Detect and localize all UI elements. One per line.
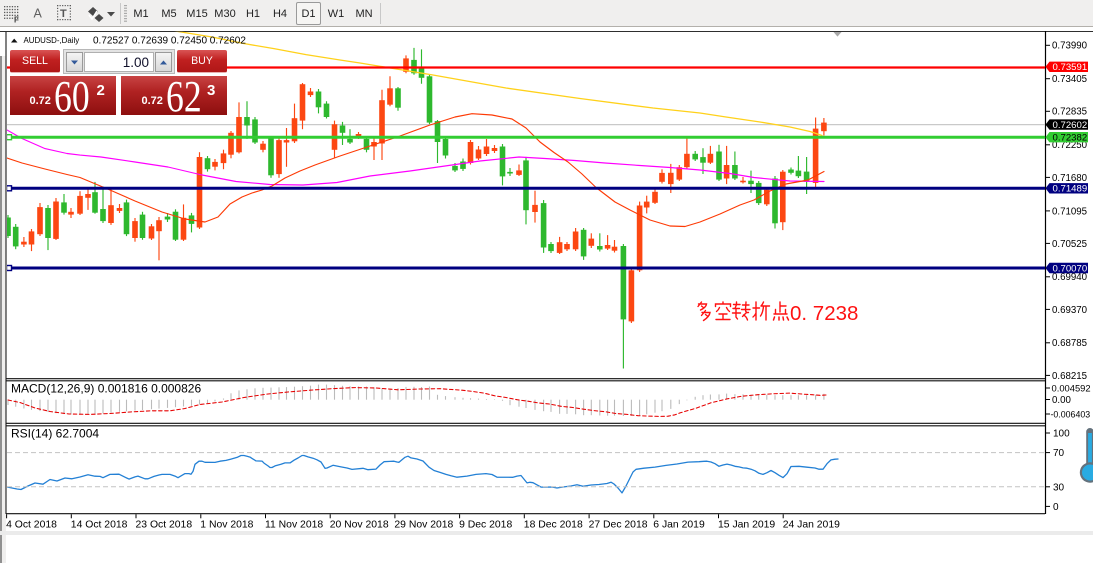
svg-text:0.73990: 0.73990 [1052,41,1088,52]
svg-text:9 Dec 2018: 9 Dec 2018 [459,520,512,531]
svg-text:0.69940: 0.69940 [1052,272,1088,283]
svg-text:20 Nov 2018: 20 Nov 2018 [330,520,389,531]
svg-text:0.72382: 0.72382 [1053,133,1088,144]
svg-text:30: 30 [1053,482,1065,493]
svg-text:0.72250: 0.72250 [1052,140,1088,151]
svg-text:24 Jan 2019: 24 Jan 2019 [783,520,840,531]
svg-text:14 Oct 2018: 14 Oct 2018 [71,520,128,531]
svg-text:MACD(12,26,9) 0.001816 0.00082: MACD(12,26,9) 0.001816 0.000826 [11,381,201,395]
svg-text:F: F [14,16,19,25]
svg-text:0.71489: 0.71489 [1053,184,1088,195]
svg-text:100: 100 [1053,429,1070,440]
svg-text:-0.006403: -0.006403 [1051,409,1091,419]
svg-text:6 Jan 2019: 6 Jan 2019 [653,520,705,531]
svg-text:0.00: 0.00 [1052,395,1071,406]
svg-text:0.73591: 0.73591 [1053,62,1088,73]
svg-text:18 Dec 2018: 18 Dec 2018 [524,520,583,531]
svg-text:70: 70 [1053,448,1065,459]
svg-text:0.72602: 0.72602 [1053,120,1088,131]
svg-text:0.004592: 0.004592 [1052,382,1091,393]
svg-text:0.72835: 0.72835 [1052,107,1087,118]
svg-text:27 Dec 2018: 27 Dec 2018 [589,520,648,531]
svg-text:11 Nov 2018: 11 Nov 2018 [265,520,323,531]
svg-text:AUDUSD-,Daily: AUDUSD-,Daily [24,36,80,45]
svg-text:0. 7238: 0. 7238 [790,302,858,325]
svg-text:0.72527 0.72639 0.72450 0.7260: 0.72527 0.72639 0.72450 0.72602 [93,35,246,46]
svg-text:T: T [60,8,67,20]
svg-text:29 Nov 2018: 29 Nov 2018 [394,520,453,531]
svg-text:0: 0 [1053,502,1059,513]
svg-text:4 Oct 2018: 4 Oct 2018 [6,520,57,531]
svg-text:23 Oct 2018: 23 Oct 2018 [136,520,193,531]
svg-text:0.73405: 0.73405 [1052,74,1087,85]
svg-text:1 Nov 2018: 1 Nov 2018 [200,520,253,531]
svg-text:0.69370: 0.69370 [1052,305,1088,316]
svg-text:0.71680: 0.71680 [1052,173,1088,184]
svg-text:RSI(14) 62.7004: RSI(14) 62.7004 [11,426,99,440]
svg-text:0.70070: 0.70070 [1053,263,1088,274]
svg-text:0.70525: 0.70525 [1052,239,1087,250]
svg-text:15 Jan 2019: 15 Jan 2019 [718,520,775,531]
svg-text:0.68215: 0.68215 [1052,371,1087,382]
svg-text:0.71095: 0.71095 [1052,206,1087,217]
svg-text:A: A [34,7,43,21]
svg-text:0.68785: 0.68785 [1052,338,1087,349]
